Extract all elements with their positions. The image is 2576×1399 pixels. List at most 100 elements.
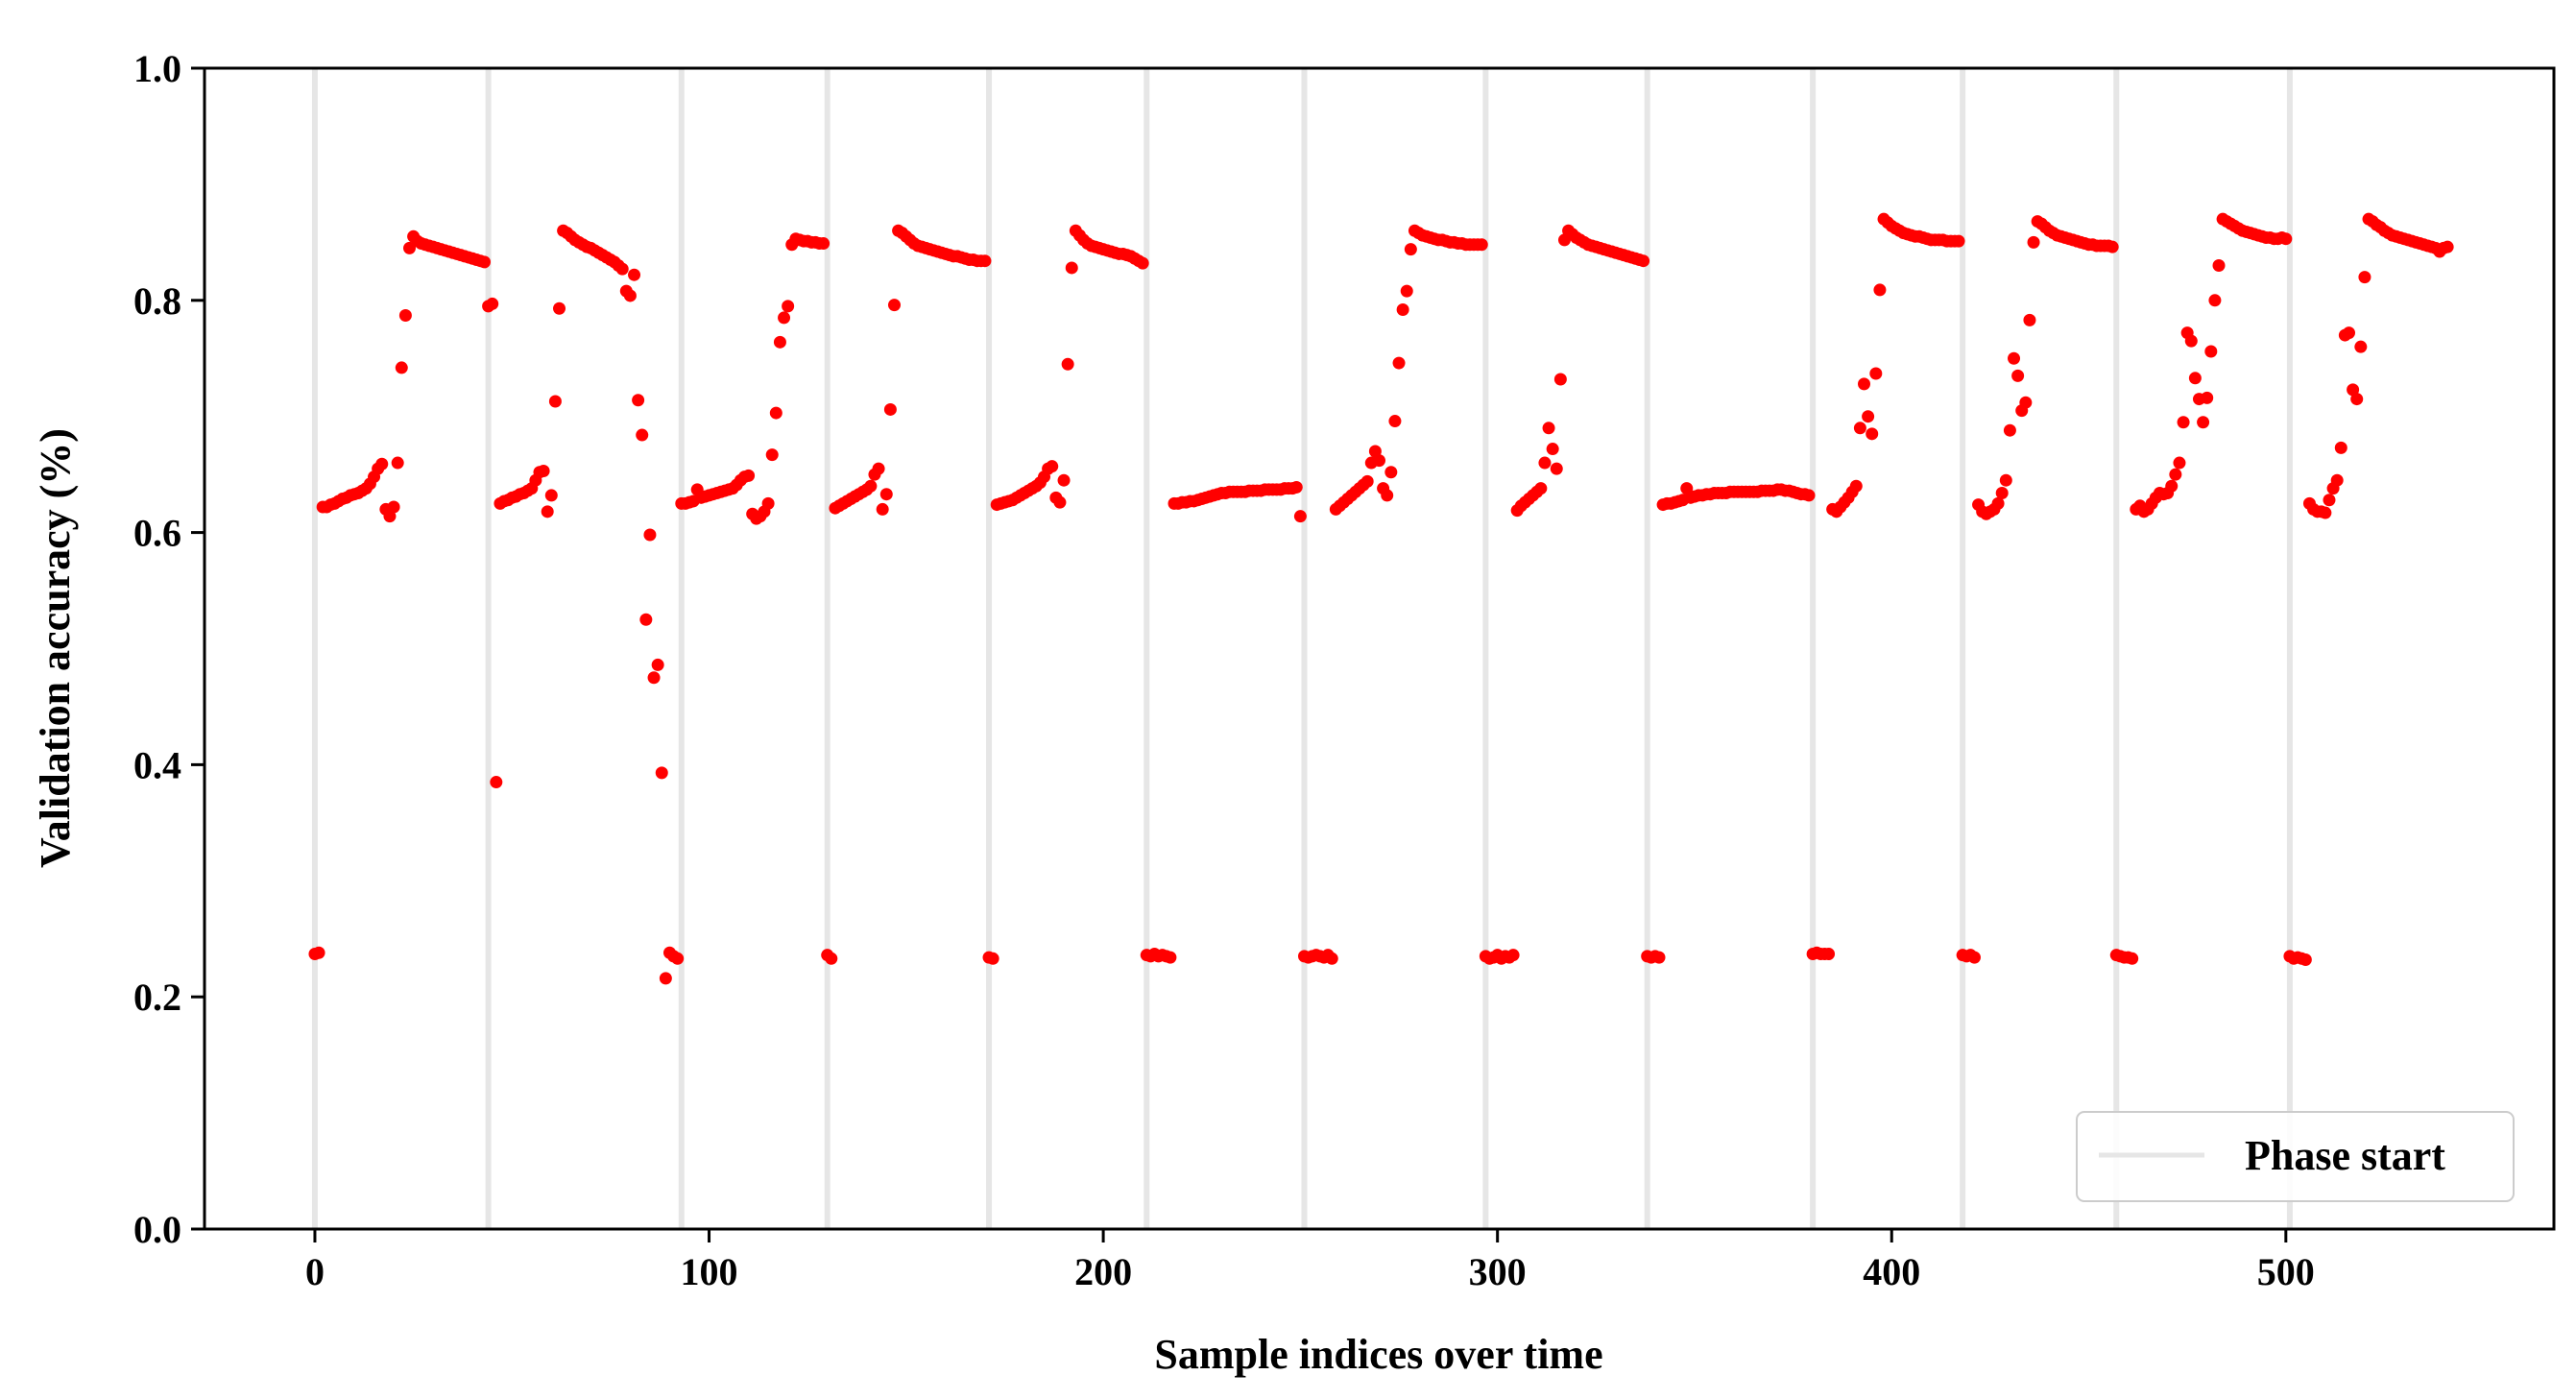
data-point xyxy=(1869,367,1883,380)
data-point xyxy=(2106,240,2119,253)
data-point xyxy=(478,255,492,269)
data-point xyxy=(978,254,992,268)
data-point xyxy=(623,289,637,302)
y-axis: 0.0 0.2 0.4 0.6 0.8 1.0 xyxy=(133,47,205,1251)
data-point xyxy=(1802,489,1816,502)
x-tick-label: 0 xyxy=(305,1250,325,1293)
data-point xyxy=(2177,416,2190,429)
data-point xyxy=(765,448,779,462)
data-point xyxy=(391,456,404,470)
data-point xyxy=(1046,460,1059,473)
data-point xyxy=(1392,356,1406,370)
data-point xyxy=(1384,466,1398,479)
data-point xyxy=(632,394,645,407)
data-point xyxy=(2173,456,2186,470)
data-point xyxy=(1546,443,1559,456)
data-point xyxy=(2212,259,2226,273)
data-point xyxy=(537,465,550,478)
data-point xyxy=(655,766,668,780)
data-point xyxy=(1534,482,1548,495)
data-point xyxy=(2003,423,2016,437)
data-point xyxy=(375,457,389,470)
plot-frame xyxy=(203,66,2556,1231)
data-point xyxy=(1637,254,1650,268)
data-point xyxy=(615,262,629,276)
y-tick-label: 0.0 xyxy=(133,1208,181,1251)
data-point xyxy=(2011,369,2025,382)
data-point xyxy=(1373,454,1385,468)
y-tick-label: 0.2 xyxy=(133,976,181,1019)
data-point xyxy=(1995,486,2009,499)
x-axis: 0 100 200 300 400 500 xyxy=(305,1229,2315,1293)
data-point xyxy=(1404,243,1417,256)
data-point xyxy=(769,406,782,420)
data-point xyxy=(636,428,649,442)
phase-lines xyxy=(311,68,2293,1229)
data-point xyxy=(395,361,408,374)
data-point xyxy=(1542,422,1555,435)
data-point xyxy=(872,462,885,475)
data-point xyxy=(1057,473,1071,487)
data-point xyxy=(887,299,901,312)
data-point xyxy=(1822,947,1836,960)
data-point xyxy=(883,402,897,416)
data-point xyxy=(1400,284,1413,298)
data-point xyxy=(651,658,664,671)
data-point xyxy=(2008,351,2021,365)
data-point xyxy=(742,469,756,482)
data-point xyxy=(1381,489,1394,502)
x-tick-label: 100 xyxy=(681,1250,738,1293)
data-point xyxy=(864,479,878,493)
data-point xyxy=(2319,506,2332,519)
data-point xyxy=(1164,951,1177,964)
data-point xyxy=(2027,235,2040,249)
y-tick-label: 1.0 xyxy=(133,47,181,90)
data-point xyxy=(782,300,795,313)
data-point xyxy=(817,237,831,251)
data-point xyxy=(1136,256,1149,270)
data-point xyxy=(825,952,838,965)
y-axis-label: Validation accuracy (%) xyxy=(32,428,79,868)
data-point xyxy=(1065,261,1078,275)
data-point xyxy=(2208,294,2222,307)
data-point xyxy=(2334,441,2347,454)
data-point xyxy=(2279,232,2293,246)
data-point xyxy=(2358,271,2371,284)
y-tick-label: 0.6 xyxy=(133,512,181,555)
data-point xyxy=(2184,334,2198,348)
data-point xyxy=(879,488,893,501)
data-point xyxy=(1858,377,1871,391)
x-tick-label: 400 xyxy=(1863,1250,1920,1293)
x-axis-label: Sample indices over time xyxy=(1154,1331,1602,1378)
data-point xyxy=(1866,427,1879,441)
data-point xyxy=(1999,473,2012,487)
data-point xyxy=(2023,313,2036,326)
data-point xyxy=(659,972,672,985)
data-point xyxy=(628,268,641,281)
data-point xyxy=(2204,345,2218,358)
data-point xyxy=(486,297,499,310)
data-point xyxy=(643,528,657,542)
data-point xyxy=(1652,951,1666,964)
data-point xyxy=(1293,510,1307,523)
data-point xyxy=(2343,326,2356,340)
data-point xyxy=(2441,240,2454,253)
data-point xyxy=(639,613,653,626)
data-point xyxy=(1061,357,1074,371)
data-point xyxy=(778,311,791,325)
data-point xyxy=(986,952,999,965)
data-point xyxy=(1862,410,1875,423)
data-point xyxy=(2019,396,2033,409)
data-point xyxy=(2201,391,2214,404)
data-point xyxy=(387,500,400,514)
data-point xyxy=(398,309,412,323)
data-point xyxy=(1873,283,1887,297)
data-point xyxy=(2197,416,2210,429)
data-points xyxy=(308,212,2454,985)
data-point xyxy=(2330,473,2344,487)
data-point xyxy=(1952,234,1965,248)
data-point xyxy=(1475,238,1488,252)
data-point xyxy=(1553,373,1567,386)
data-point xyxy=(1991,496,2005,510)
